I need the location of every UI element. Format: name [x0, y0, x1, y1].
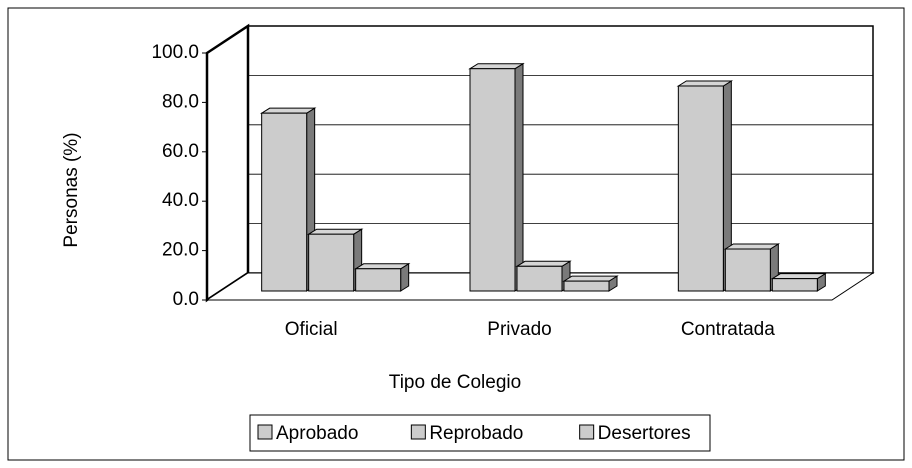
bar-top [468, 63, 525, 70]
x-tick-label: Privado [487, 319, 551, 340]
bar-top [676, 80, 734, 87]
y-tick-label: 60.0 [162, 141, 199, 162]
y-axis-title: Personas (%) [61, 132, 82, 247]
bar [677, 85, 724, 292]
legend [249, 414, 711, 452]
x-tick-label: Oficial [285, 319, 338, 340]
bar-top [353, 263, 411, 270]
legend-swatch [257, 424, 273, 440]
bar [516, 265, 563, 292]
bar [308, 233, 355, 292]
y-tick-label: 0.0 [173, 289, 199, 310]
bar-top [723, 243, 781, 250]
bar-top [306, 228, 364, 235]
legend-swatch [579, 424, 595, 440]
bar-top [515, 260, 572, 267]
bar [771, 278, 818, 292]
y-tick-label: 20.0 [162, 240, 199, 261]
x-axis-title: Tipo de Colegio [389, 372, 521, 393]
bar-top [770, 273, 828, 280]
legend-label: Aprobado [276, 423, 358, 444]
bar [563, 280, 610, 292]
bar [261, 112, 308, 292]
legend-label: Reprobado [429, 423, 523, 444]
bar-top [562, 275, 619, 282]
x-tick-label: Contratada [681, 319, 775, 340]
side-wall [205, 23, 250, 303]
y-tick-label: 100.0 [151, 42, 199, 63]
legend-label: Desertores [598, 423, 691, 444]
bar [355, 268, 402, 292]
y-tick-label: 40.0 [162, 190, 199, 211]
bar [724, 248, 771, 292]
bar-side [514, 62, 524, 292]
legend-swatch [410, 424, 426, 440]
bar-top [259, 107, 317, 114]
y-tick-label: 80.0 [162, 91, 199, 112]
bar [469, 68, 516, 292]
